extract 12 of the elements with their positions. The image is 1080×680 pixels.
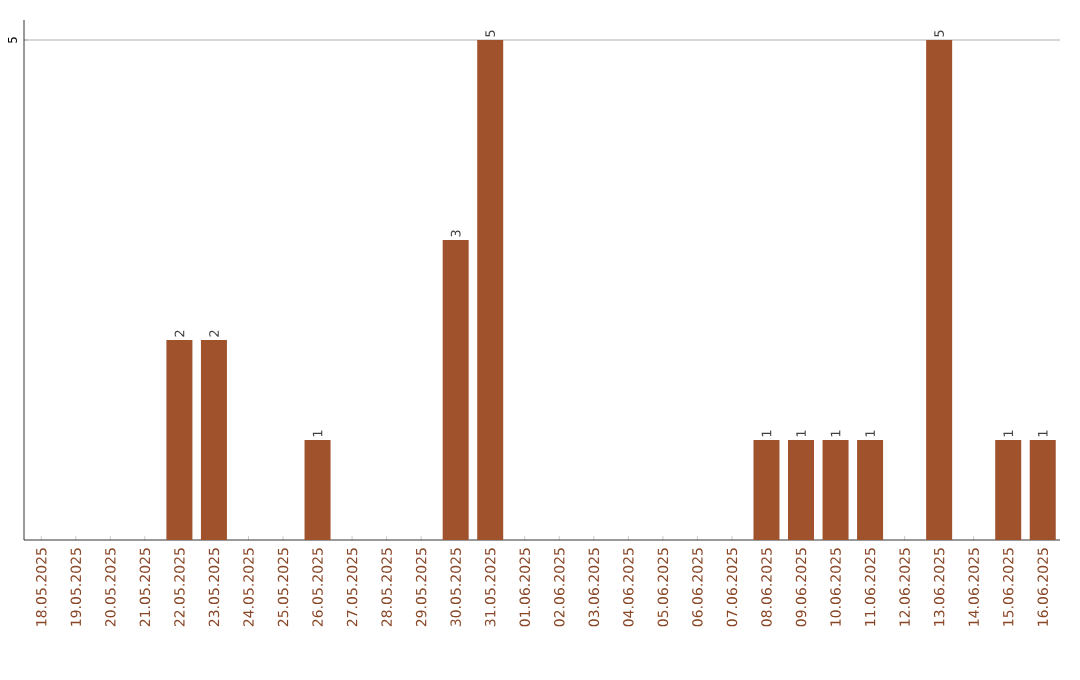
bar — [857, 440, 884, 540]
bar — [926, 39, 953, 540]
bar — [753, 440, 780, 540]
bar — [166, 340, 193, 540]
bar — [200, 340, 227, 540]
bar — [477, 39, 504, 540]
bar — [822, 440, 849, 540]
bar — [304, 440, 331, 540]
bar — [788, 440, 815, 540]
bar — [442, 240, 469, 540]
bar — [1029, 440, 1056, 540]
bar — [995, 440, 1022, 540]
